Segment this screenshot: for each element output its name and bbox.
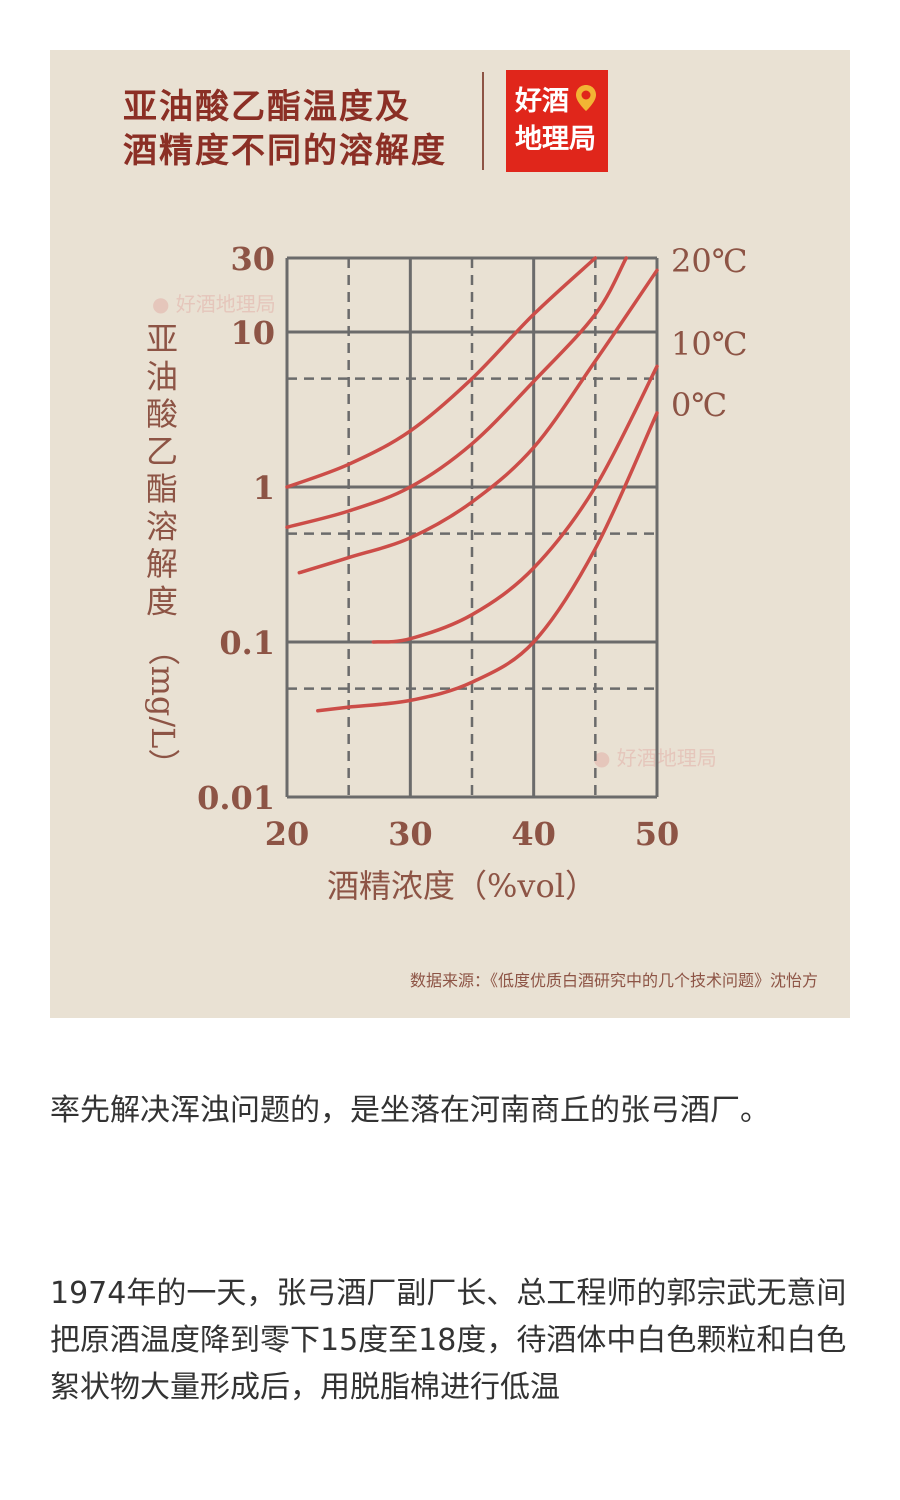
series-line-1 bbox=[285, 256, 598, 489]
y-axis-label-char: 解 bbox=[146, 545, 178, 583]
article-paragraph-2: 1974年的一天，张弓酒厂副厂长、总工程师的郭宗武无意间把原酒温度降到零下15度… bbox=[50, 1276, 847, 1405]
y-axis-label-char: 油 bbox=[146, 358, 178, 396]
article-paragraph-1: 率先解决浑浊问题的，是坐落在河南商丘的张弓酒厂。 bbox=[50, 1093, 770, 1128]
infographic-card: 亚油酸乙酯温度及 酒精度不同的溶解度 好酒 地理局 ● 好酒地理局 ● 好酒地理局… bbox=[50, 50, 850, 1018]
series-label: 0℃ bbox=[671, 386, 727, 424]
watermarks: ● 好酒地理局 ● 好酒地理局 bbox=[152, 292, 717, 770]
chart-series bbox=[285, 256, 659, 713]
series-line-5 bbox=[316, 411, 659, 713]
y-tick-label: 1 bbox=[253, 469, 275, 507]
y-tick-label: 30 bbox=[230, 240, 275, 278]
series-label: 10℃ bbox=[671, 325, 748, 363]
y-axis-label-char: 乙 bbox=[146, 433, 178, 471]
brand-logo: 好酒 地理局 bbox=[506, 70, 608, 172]
y-axis-label-char: 亚 bbox=[146, 320, 178, 358]
x-axis-label: 酒精浓度（%vol） bbox=[327, 867, 597, 905]
chart-title-line-1: 亚油酸乙酯温度及 bbox=[123, 87, 411, 127]
chart-grid bbox=[285, 256, 659, 799]
y-tick-label: 0.01 bbox=[197, 779, 275, 817]
x-tick-label: 20 bbox=[265, 815, 310, 853]
y-axis-label-char: 酯 bbox=[146, 470, 178, 508]
location-pin-icon bbox=[576, 85, 596, 111]
watermark-2: ● 好酒地理局 bbox=[593, 746, 717, 770]
x-tick-label: 50 bbox=[635, 815, 680, 853]
solubility-chart: ● 好酒地理局 ● 好酒地理局 0.01 0.1 1 10 30 20 30 40 50 20℃ 1… bbox=[144, 240, 748, 905]
y-axis-label-unit: （mg/L） bbox=[144, 634, 182, 781]
y-axis-label-char: 溶 bbox=[146, 508, 178, 546]
y-axis-label-char: 酸 bbox=[146, 395, 178, 433]
series-line-2 bbox=[285, 256, 628, 529]
series-label: 20℃ bbox=[671, 242, 748, 280]
chart-ticks: 0.01 0.1 1 10 30 20 30 40 50 bbox=[197, 240, 679, 853]
source-note: 数据来源：《低度优质白酒研究中的几个技术问题》沈怡方 bbox=[409, 971, 818, 990]
watermark-1: ● 好酒地理局 bbox=[152, 292, 276, 316]
title-divider bbox=[482, 72, 484, 170]
x-tick-label: 30 bbox=[388, 815, 433, 853]
chart-title-line-2: 酒精度不同的溶解度 bbox=[123, 131, 447, 171]
brand-logo-line-2: 地理局 bbox=[515, 124, 596, 155]
y-axis-label-char: 度 bbox=[146, 583, 178, 621]
x-tick-label: 40 bbox=[511, 815, 556, 853]
series-line-4 bbox=[371, 364, 659, 644]
brand-logo-line-1: 好酒 bbox=[515, 86, 569, 117]
y-tick-label: 0.1 bbox=[219, 624, 275, 662]
y-tick-label: 10 bbox=[230, 314, 275, 352]
series-line-3 bbox=[297, 268, 659, 575]
chart-title: 亚油酸乙酯温度及 酒精度不同的溶解度 bbox=[123, 85, 447, 173]
